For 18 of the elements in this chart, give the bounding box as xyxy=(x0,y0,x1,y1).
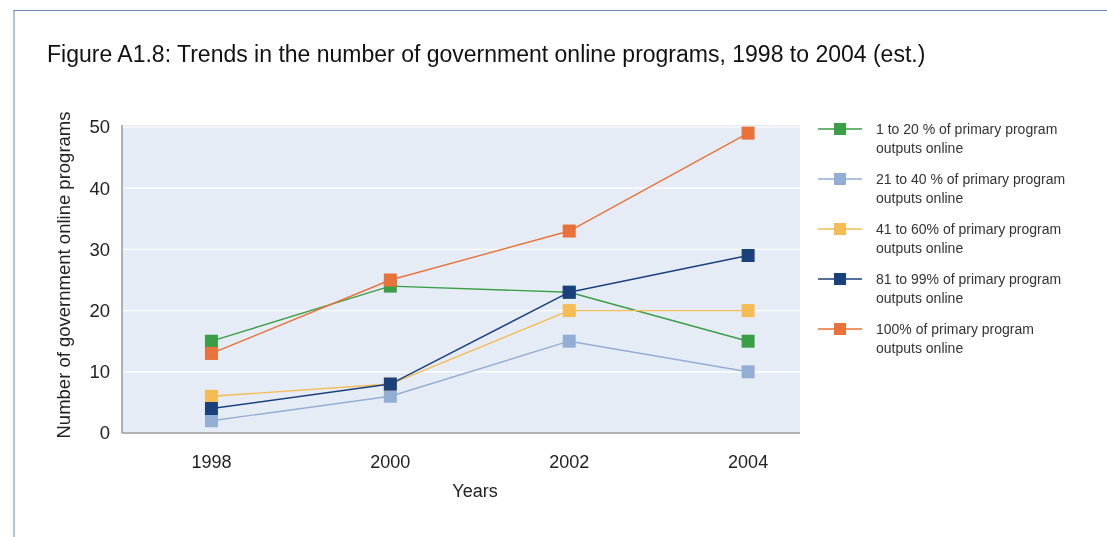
x-tick-label: 1998 xyxy=(191,452,232,472)
y-tick-label: 10 xyxy=(89,361,110,383)
legend-label: 41 to 60% of primary program outputs online xyxy=(876,221,1062,256)
x-tick-label: 2004 xyxy=(728,452,769,472)
y-axis-title: Number of government online programs xyxy=(53,111,74,439)
y-tick-label: 0 xyxy=(99,422,110,444)
y-tick-label: 20 xyxy=(89,300,110,322)
y-tick-label: 30 xyxy=(89,238,110,260)
y-tick-label: 40 xyxy=(89,177,110,199)
legend-label: 100% of primary program outputs online xyxy=(876,321,1034,356)
legend-label: 81 to 99% of primary program outputs online xyxy=(876,271,1062,306)
y-tick-label: 50 xyxy=(89,116,110,138)
legend-label: 21 to 40 % of primary program outputs online xyxy=(876,171,1066,206)
x-axis-title: Years xyxy=(452,481,498,501)
chart-title: Figure A1.8: Trends in the number of government online programs, 1998 to 2004 (est.) xyxy=(47,41,926,67)
x-tick-label: 2002 xyxy=(549,452,590,472)
legend-label: 1 to 20 % of primary program outputs online xyxy=(876,121,1058,156)
x-tick-label: 2000 xyxy=(370,452,411,472)
